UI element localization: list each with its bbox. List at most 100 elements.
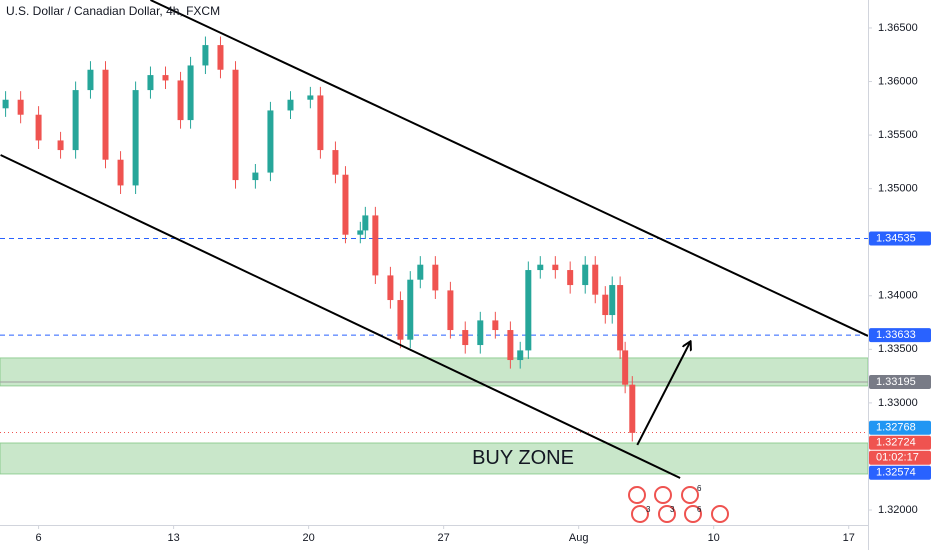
event-icon: [681, 486, 699, 504]
event-icons: 6 3 3 6: [628, 484, 729, 523]
candle-body: [447, 290, 454, 331]
countdown-tag: [869, 450, 931, 465]
candle-body: [132, 90, 139, 186]
candle-body: [87, 69, 94, 91]
candle-body: [57, 140, 64, 151]
y-tick-label: 1.33500: [878, 343, 918, 355]
price-tag-label: 1.32574: [876, 467, 916, 479]
y-tick-label: 1.36000: [878, 75, 918, 87]
y-tick-label: 1.35000: [878, 183, 918, 195]
x-tick-label: 10: [708, 532, 720, 544]
event-icon: [684, 505, 702, 523]
candle-body: [177, 80, 184, 121]
event-count: 6: [697, 484, 702, 493]
y-tick-label: 1.36500: [878, 22, 918, 34]
candle-body: [342, 174, 349, 235]
price-tag-label: 1.32724: [876, 437, 916, 449]
price-tag: [869, 465, 931, 480]
price-tag-label: 1.32768: [876, 422, 916, 434]
zone-label: BUY ZONE: [472, 447, 574, 469]
candle-body: [552, 264, 559, 271]
candle-body: [287, 99, 294, 111]
candle-body: [537, 264, 544, 271]
price-tag: [869, 231, 931, 246]
candle-body: [162, 75, 169, 81]
candle-body: [629, 384, 636, 433]
candle-body: [202, 45, 209, 66]
candle-body: [72, 90, 79, 151]
candle-body: [592, 264, 599, 295]
candle-body: [362, 215, 369, 231]
x-tick-label: 6: [36, 532, 42, 544]
event-count: 3: [646, 505, 651, 514]
zone: [0, 442, 869, 475]
arrow: [636, 342, 690, 446]
event-count: 3: [670, 505, 675, 514]
candle-body: [332, 150, 339, 175]
candle-body: [517, 350, 524, 361]
x-tick-label: 17: [843, 532, 855, 544]
candle-body: [267, 110, 274, 173]
price-tag: [869, 328, 931, 343]
event-icon: [654, 486, 672, 504]
y-tick-label: 1.35500: [878, 129, 918, 141]
price-tag-label: 1.34535: [876, 232, 916, 244]
price-tag: [869, 435, 931, 450]
price-tag: [869, 374, 931, 389]
event-icon: [628, 486, 646, 504]
price-tag: [869, 420, 931, 435]
candle-body: [17, 99, 24, 115]
event-icon: [658, 505, 676, 523]
x-tick-label: 27: [438, 532, 450, 544]
candle-body: [462, 330, 469, 346]
candle-body: [417, 264, 424, 280]
chart-title: U.S. Dollar / Canadian Dollar, 4h, FXCM: [6, 4, 220, 18]
event-count: 6: [697, 505, 702, 514]
candle-body: [102, 69, 109, 160]
event-icon: [631, 505, 649, 523]
candle-body: [582, 264, 589, 286]
event-icon: [711, 505, 729, 523]
candle-body: [217, 45, 224, 70]
price-tag-label: 1.33195: [876, 376, 916, 388]
trend-line: [0, 154, 681, 479]
candle-body: [147, 75, 154, 91]
candle-body: [2, 99, 9, 109]
candle-body: [35, 114, 42, 141]
trend-line: [150, 0, 869, 337]
price-tag-label: 1.33633: [876, 329, 916, 341]
candle-body: [317, 95, 324, 151]
y-tick-label: 1.33000: [878, 397, 918, 409]
candle-body: [525, 270, 532, 351]
x-tick-label: 13: [167, 532, 179, 544]
countdown-label: 01:02:17: [876, 452, 919, 464]
candle-body: [602, 294, 609, 316]
candle-body: [397, 300, 404, 340]
candle-body: [307, 95, 314, 100]
candle-body: [232, 69, 239, 181]
zone: [0, 357, 869, 387]
candle-body: [477, 320, 484, 346]
y-tick-label: 1.34000: [878, 290, 918, 302]
candle-body: [187, 65, 194, 121]
candle-body: [387, 275, 394, 301]
candle-body: [622, 350, 629, 385]
candle-body: [609, 285, 616, 316]
x-tick-label: Aug: [569, 532, 589, 544]
candle-body: [492, 320, 499, 331]
candle-body: [567, 270, 574, 286]
candle-body: [357, 230, 364, 235]
candle-body: [617, 285, 624, 351]
candle-body: [407, 279, 414, 340]
candle-body: [372, 215, 379, 276]
x-tick-label: 20: [302, 532, 314, 544]
candle-body: [432, 264, 439, 291]
candle-body: [117, 159, 124, 186]
plot-area: [0, 0, 869, 479]
candle-body: [507, 330, 514, 361]
candle-body: [252, 172, 259, 181]
y-tick-label: 1.32000: [878, 504, 918, 516]
